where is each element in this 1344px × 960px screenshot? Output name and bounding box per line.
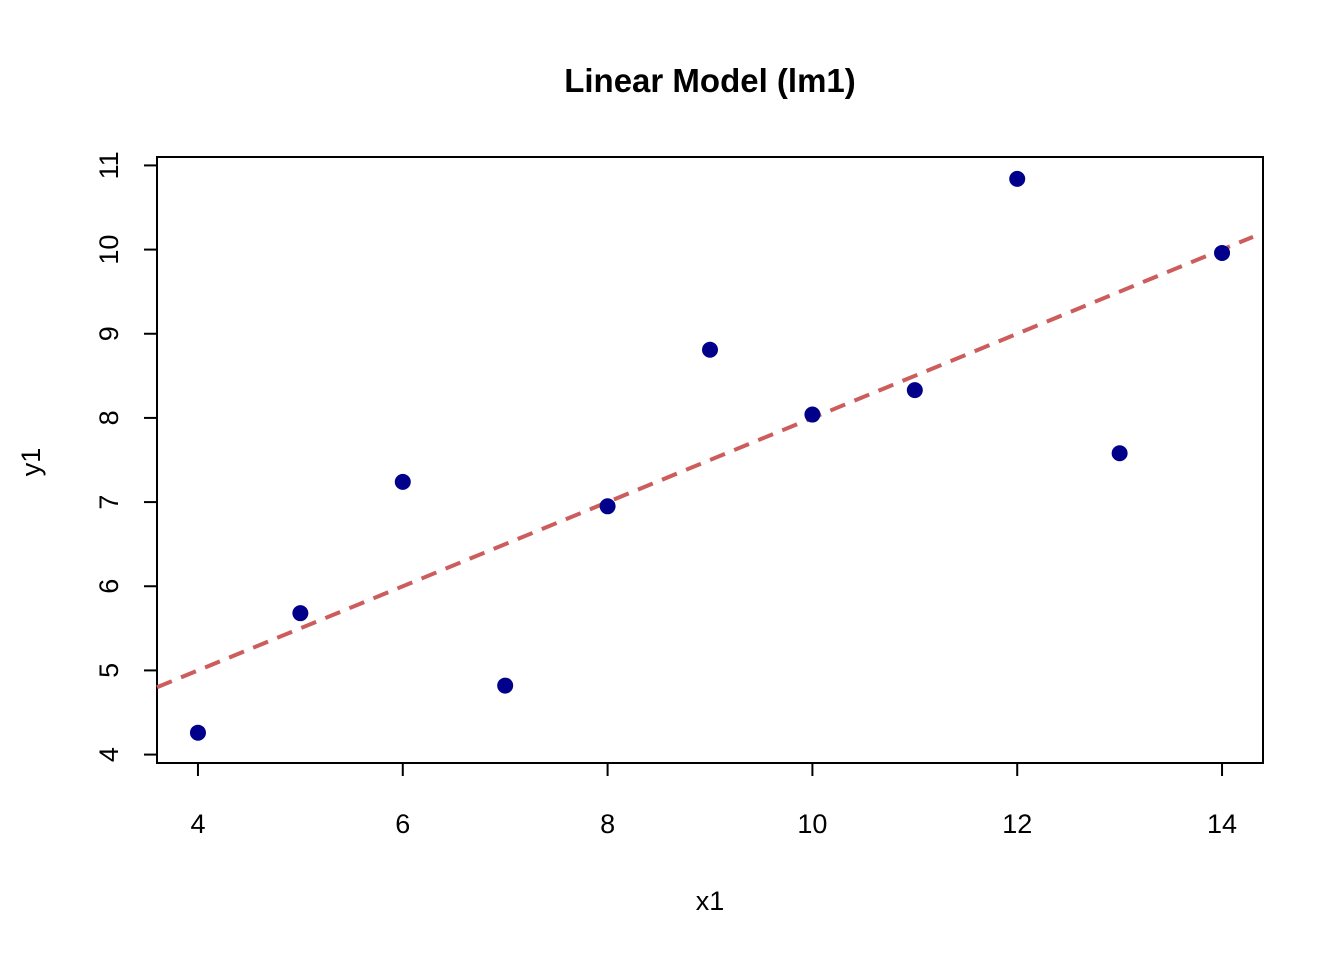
y-tick-label: 9 xyxy=(94,326,124,341)
data-point xyxy=(1214,244,1231,261)
data-point xyxy=(702,341,718,358)
data-point xyxy=(1009,170,1026,187)
x-tick-label: 10 xyxy=(797,809,827,839)
data-point xyxy=(1111,445,1128,462)
y-tick-label: 7 xyxy=(94,495,124,510)
plot-frame xyxy=(156,156,1264,764)
data-points xyxy=(189,170,1231,741)
y-axis: 4 5 6 7 8 9 10 11 xyxy=(94,151,158,762)
y-tick-label: 5 xyxy=(94,663,124,678)
y-tick-label: 10 xyxy=(94,235,124,265)
x-tick-label: 12 xyxy=(1002,809,1032,839)
data-point xyxy=(497,677,514,694)
data-point xyxy=(394,473,411,490)
data-point xyxy=(599,498,616,515)
data-point xyxy=(189,724,206,741)
data-point xyxy=(292,605,309,622)
x-axis-label: x1 xyxy=(696,886,725,916)
y-tick-label: 4 xyxy=(94,747,124,762)
regression-line-group xyxy=(156,235,1254,690)
regression-line xyxy=(156,235,1254,690)
x-tick-label: 8 xyxy=(600,809,615,839)
x-tick-label: 6 xyxy=(395,809,410,839)
y-tick-label: 8 xyxy=(94,410,124,425)
data-point xyxy=(804,406,821,423)
chart-title: Linear Model (lm1) xyxy=(564,62,856,99)
y-tick-label: 6 xyxy=(94,579,124,594)
x-axis: 4 6 8 10 12 14 xyxy=(190,762,1237,839)
y-tick-label: 11 xyxy=(94,151,124,179)
x-tick-label: 14 xyxy=(1207,809,1237,839)
x-tick-label: 4 xyxy=(190,809,205,839)
data-point xyxy=(906,382,923,399)
y-axis-label: y1 xyxy=(16,448,46,477)
